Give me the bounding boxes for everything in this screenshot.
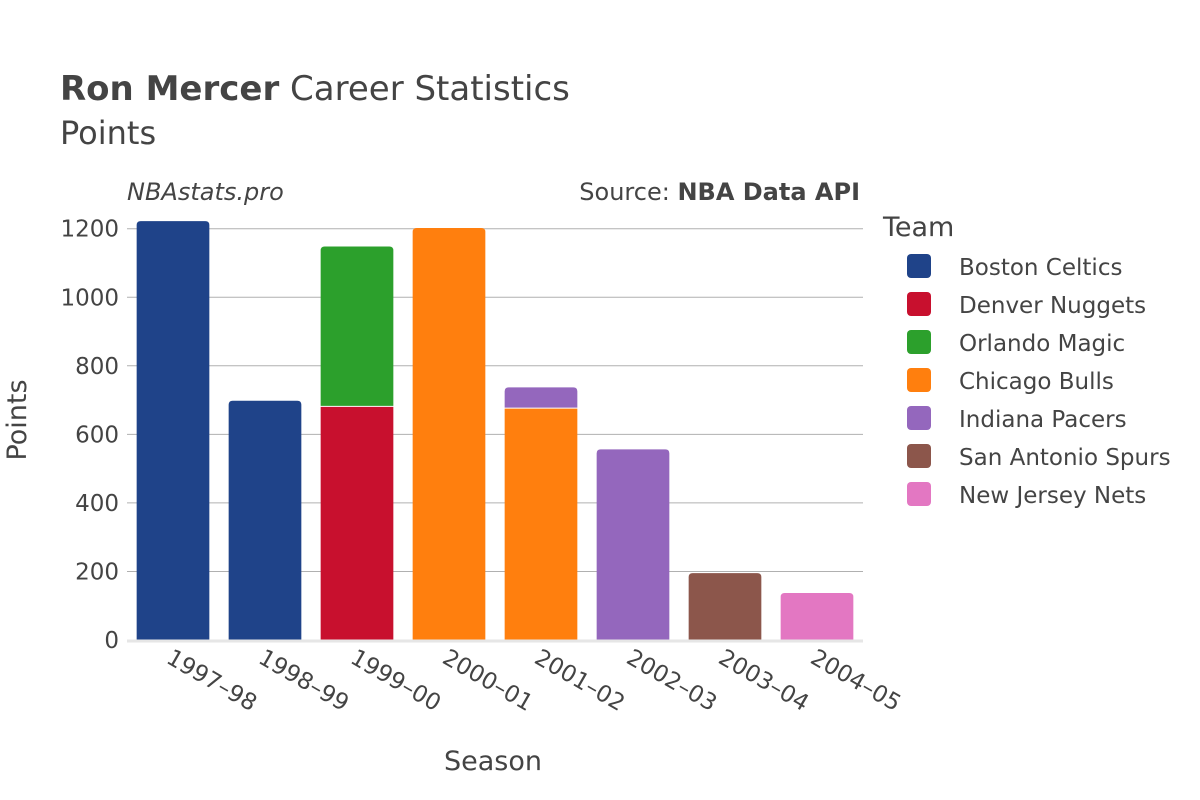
title-player-name: Ron Mercer xyxy=(60,69,279,109)
y-tick-label: 400 xyxy=(75,491,119,517)
bars xyxy=(136,221,854,640)
source-credit: Source: NBA Data API xyxy=(579,178,860,206)
legend-label: Indiana Pacers xyxy=(959,407,1127,433)
x-tick-label: 2000–01 xyxy=(438,645,537,717)
y-axis-label: Points xyxy=(2,379,33,460)
bar-segment xyxy=(412,228,486,640)
legend-label: Chicago Bulls xyxy=(959,369,1114,395)
x-axis-label: Season xyxy=(444,746,542,777)
legend-title: Team xyxy=(882,212,954,243)
y-tick-label: 1000 xyxy=(60,285,119,311)
legend-label: Orlando Magic xyxy=(959,331,1125,357)
bar-segment xyxy=(596,449,670,640)
x-tick-label: 2004–05 xyxy=(806,645,905,717)
legend-swatch xyxy=(907,406,931,430)
legend-swatch xyxy=(907,330,931,354)
x-tick-label: 1998–99 xyxy=(254,645,353,717)
y-tick-label: 1200 xyxy=(60,217,119,243)
legend-swatch xyxy=(907,482,931,506)
chart-subtitle: Points xyxy=(60,114,156,152)
bar-segment xyxy=(320,406,394,640)
y-axis-ticks: 0 200 400 600 800 1000 1200 xyxy=(60,217,119,654)
legend-swatch xyxy=(907,368,931,392)
watermark: NBAstats.pro xyxy=(127,178,284,206)
legend-label: San Antonio Spurs xyxy=(959,445,1171,471)
x-tick-label: 2003–04 xyxy=(714,645,813,717)
bar-segment xyxy=(780,593,854,640)
x-axis-ticks: 1997–981998–991999–002000–012001–022002–… xyxy=(162,645,905,717)
chart-title: Ron Mercer Career Statistics xyxy=(60,69,570,109)
x-tick-label: 2002–03 xyxy=(622,645,721,717)
source-name: NBA Data API xyxy=(677,178,860,206)
legend-label: New Jersey Nets xyxy=(959,483,1146,509)
bar-segment xyxy=(228,400,302,640)
legend-swatch xyxy=(907,254,931,278)
y-tick-label: 200 xyxy=(75,559,119,585)
y-tick-label: 600 xyxy=(75,422,119,448)
title-rest-text: Career Statistics xyxy=(290,69,570,109)
legend-label: Denver Nuggets xyxy=(959,293,1146,319)
source-prefix: Source: xyxy=(579,178,677,206)
bar-segment xyxy=(136,221,210,640)
bar-segment xyxy=(504,408,578,640)
bar-segment xyxy=(504,387,578,408)
x-tick-label: 2001–02 xyxy=(530,645,629,717)
legend-swatch xyxy=(907,292,931,316)
bar-segment xyxy=(320,246,394,406)
legend: Boston Celtics Denver Nuggets Orlando Magi… xyxy=(907,254,1171,509)
bar-segment xyxy=(688,573,762,640)
x-tick-label: 1997–98 xyxy=(162,645,261,717)
y-tick-label: 0 xyxy=(104,628,119,654)
y-tick-label: 800 xyxy=(75,354,119,380)
x-tick-label: 1999–00 xyxy=(346,645,445,717)
legend-label: Boston Celtics xyxy=(959,255,1122,281)
legend-swatch xyxy=(907,444,931,468)
